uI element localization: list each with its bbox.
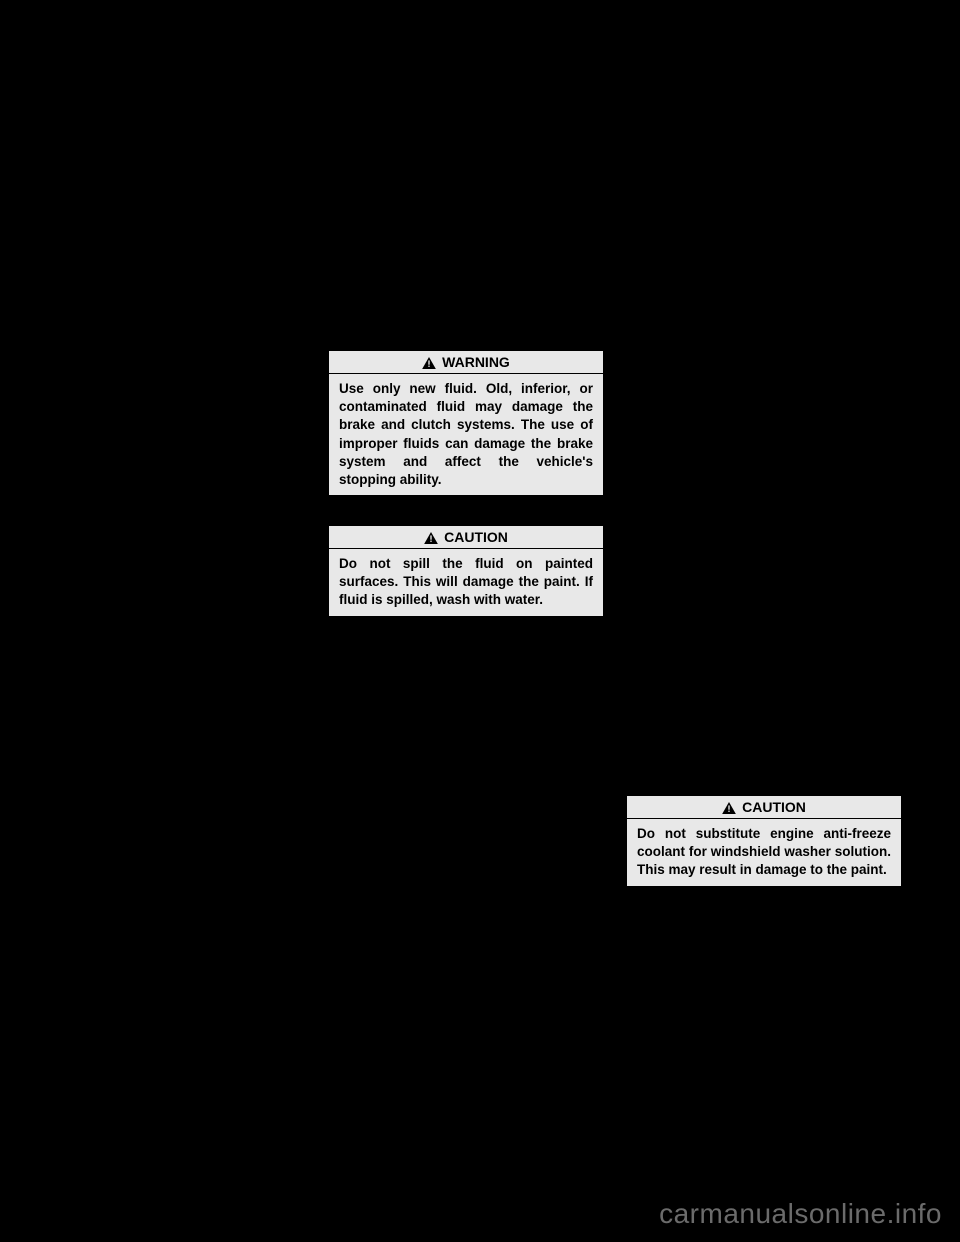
watermark-text: carmanualsonline.info [659,1198,942,1230]
caution-header-2: CAUTION [627,796,901,819]
warning-triangle-icon [422,356,436,368]
warning-header: WARNING [329,351,603,374]
warning-header-label: WARNING [442,354,510,370]
warning-body-text: Use only new fluid. Old, inferior, or co… [329,374,603,495]
caution-header-1: CAUTION [329,526,603,549]
warning-triangle-icon [424,531,438,543]
warning-notice-box: WARNING Use only new fluid. Old, inferio… [328,350,604,496]
caution-header-label-2: CAUTION [742,799,806,815]
caution-body-text-2: Do not substitute engine anti-freeze coo… [627,819,901,886]
caution-header-label-1: CAUTION [444,529,508,545]
caution-notice-box-2: CAUTION Do not substitute engine anti-fr… [626,795,902,887]
warning-triangle-icon [722,801,736,813]
caution-notice-box-1: CAUTION Do not spill the fluid on painte… [328,525,604,617]
caution-body-text-1: Do not spill the fluid on painted surfac… [329,549,603,616]
